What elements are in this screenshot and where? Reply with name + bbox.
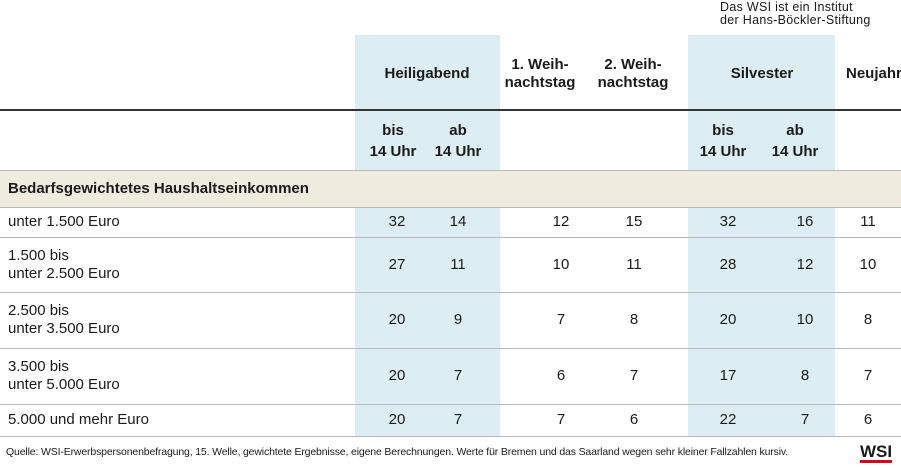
row-label: 3.500 bis <box>8 358 69 375</box>
column-header: Heiligabend <box>384 65 470 82</box>
highlight-band <box>355 35 500 436</box>
cell-value: 11 <box>860 213 876 230</box>
row-rule <box>0 207 901 208</box>
cell-value: 7 <box>629 367 639 384</box>
row-label: unter 1.500 Euro <box>8 213 120 230</box>
cell-value: 7 <box>453 411 463 428</box>
row-rule <box>0 170 901 171</box>
cell-value: 17 <box>719 367 737 384</box>
cell-value: 6 <box>863 411 873 428</box>
cell-value: 27 <box>388 255 406 273</box>
header-rule <box>0 109 901 111</box>
subcolumn-header: 14 Uhr <box>434 143 482 160</box>
cell-value: 10 <box>796 311 814 328</box>
cell-value: 8 <box>629 311 639 328</box>
logo: WSI <box>860 442 893 463</box>
cell-value: 6 <box>556 367 566 384</box>
source-note: Quelle: WSI-Erwerbspersonenbefragung, 15… <box>6 446 789 458</box>
row-label: 1.500 bis <box>8 246 69 264</box>
cell-value: 32 <box>388 213 406 230</box>
cell-value: 9 <box>453 311 463 328</box>
cell-value: 14 <box>449 213 467 230</box>
row-label: 2.500 bis <box>8 302 69 319</box>
cell-value: 10 <box>859 255 877 273</box>
cell-value: 7 <box>453 367 463 384</box>
cell-value: 20 <box>388 411 406 428</box>
subcolumn-header: ab <box>449 122 467 139</box>
cell-value: 16 <box>796 213 814 230</box>
cell-value: 8 <box>800 367 810 384</box>
cell-value: 20 <box>719 311 737 328</box>
cell-value: 20 <box>388 311 406 328</box>
subcolumn-header: bis <box>382 122 404 139</box>
row-rule <box>0 292 901 293</box>
subcolumn-header: 14 Uhr <box>771 143 819 160</box>
cell-value: 12 <box>796 255 814 273</box>
cell-value: 10 <box>552 255 570 273</box>
cell-value: 6 <box>629 411 639 428</box>
column-header: 1. Weih- <box>511 56 569 73</box>
attribution: der Hans-Böckler-Stiftung <box>720 13 871 27</box>
subcolumn-header: 14 Uhr <box>699 143 747 160</box>
cell-value: 28 <box>719 255 737 273</box>
cell-value: 11 <box>450 255 466 273</box>
row-label: 5.000 und mehr Euro <box>8 411 149 428</box>
row-rule <box>0 237 901 238</box>
section-title: Bedarfsgewichtetes Haushaltseinkommen <box>8 180 309 197</box>
subcolumn-header: ab <box>786 122 804 139</box>
column-header: 2. Weih- <box>604 56 662 73</box>
cell-value: 22 <box>719 411 737 428</box>
cell-value: 11 <box>626 255 642 273</box>
column-header: nachtstag <box>504 74 576 91</box>
cell-value: 7 <box>863 367 873 384</box>
section-band <box>0 170 901 207</box>
row-rule <box>0 348 901 349</box>
cell-value: 12 <box>552 213 570 230</box>
column-header: Neujahr <box>846 65 901 82</box>
column-header: nachtstag <box>597 74 669 91</box>
cell-value: 8 <box>863 311 873 328</box>
row-rule <box>0 436 901 437</box>
cell-value: 15 <box>625 213 643 230</box>
row-label: unter 3.500 Euro <box>8 320 120 337</box>
subcolumn-header: bis <box>712 122 734 139</box>
cell-value: 7 <box>556 311 566 328</box>
highlight-band <box>688 35 835 436</box>
attribution: Das WSI ist ein Institut <box>720 0 853 14</box>
cell-value: 7 <box>800 411 810 428</box>
subcolumn-header: 14 Uhr <box>369 143 417 160</box>
cell-value: 7 <box>556 411 566 428</box>
row-label: unter 5.000 Euro <box>8 376 120 393</box>
row-rule <box>0 404 901 405</box>
cell-value: 20 <box>388 367 406 384</box>
cell-value: 32 <box>719 213 737 230</box>
column-header: Silvester <box>730 65 794 82</box>
row-label: unter 2.500 Euro <box>8 264 120 282</box>
